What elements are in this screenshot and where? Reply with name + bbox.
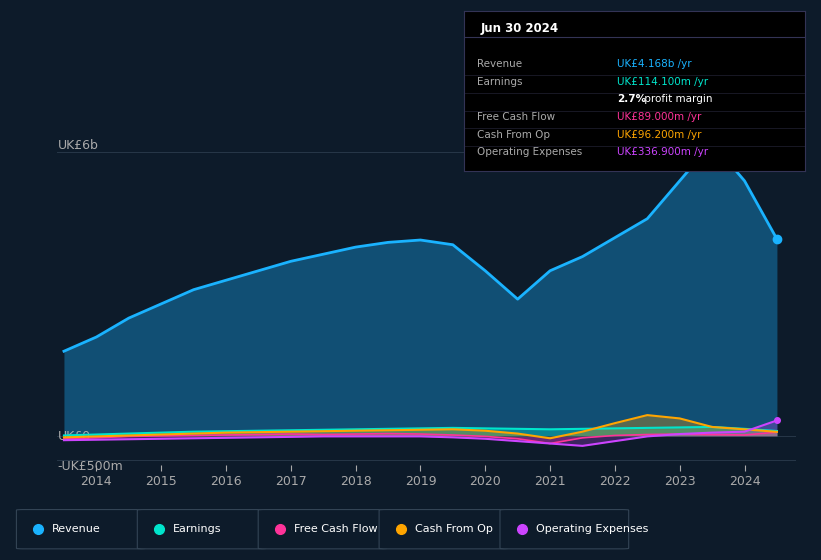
Text: Earnings: Earnings: [173, 524, 222, 534]
Text: Revenue: Revenue: [478, 59, 523, 69]
Text: 2.7%: 2.7%: [617, 94, 646, 104]
Text: UK£114.100m /yr: UK£114.100m /yr: [617, 77, 709, 87]
Text: UK£0: UK£0: [57, 430, 90, 443]
Text: Jun 30 2024: Jun 30 2024: [481, 22, 559, 35]
Text: Earnings: Earnings: [478, 77, 523, 87]
FancyBboxPatch shape: [259, 510, 387, 549]
Text: Operating Expenses: Operating Expenses: [478, 147, 583, 157]
FancyBboxPatch shape: [379, 510, 507, 549]
FancyBboxPatch shape: [16, 510, 145, 549]
Text: UK£89.000m /yr: UK£89.000m /yr: [617, 112, 702, 122]
Text: UK£336.900m /yr: UK£336.900m /yr: [617, 147, 709, 157]
Text: profit margin: profit margin: [641, 94, 713, 104]
Text: UK£4.168b /yr: UK£4.168b /yr: [617, 59, 692, 69]
Text: Cash From Op: Cash From Op: [415, 524, 493, 534]
Text: UK£96.200m /yr: UK£96.200m /yr: [617, 130, 702, 139]
Text: Free Cash Flow: Free Cash Flow: [294, 524, 378, 534]
Text: Cash From Op: Cash From Op: [478, 130, 551, 139]
Text: -UK£500m: -UK£500m: [57, 460, 123, 473]
Text: Free Cash Flow: Free Cash Flow: [478, 112, 556, 122]
FancyBboxPatch shape: [500, 510, 629, 549]
FancyBboxPatch shape: [137, 510, 266, 549]
Text: Revenue: Revenue: [53, 524, 101, 534]
Text: UK£6b: UK£6b: [57, 139, 99, 152]
Text: Operating Expenses: Operating Expenses: [536, 524, 649, 534]
